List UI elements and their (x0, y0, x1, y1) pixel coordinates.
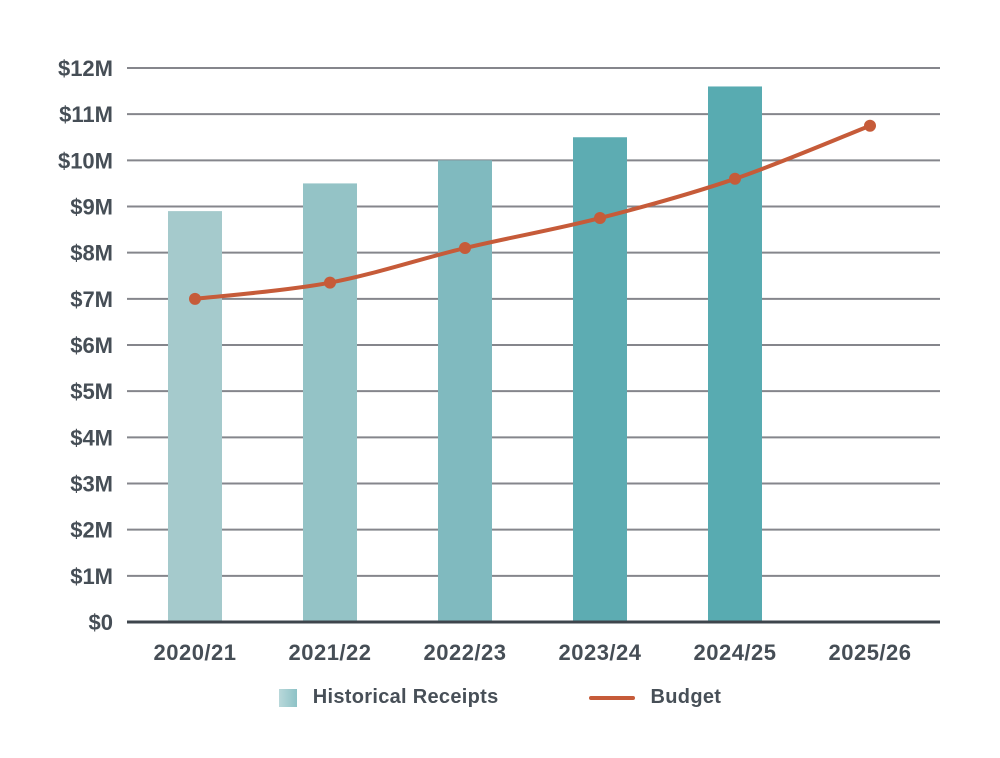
x-label-2024-25: 2024/25 (693, 640, 776, 665)
budget-point-2024-25[interactable] (729, 172, 741, 185)
bar-2021-22[interactable] (303, 183, 357, 622)
bar-2020-21[interactable] (168, 211, 222, 622)
y-tick--11m: $11M (59, 102, 113, 127)
bar-2023-24[interactable] (573, 137, 627, 623)
x-label-2022-23: 2022/23 (423, 640, 506, 665)
budget-point-2022-23[interactable] (459, 242, 471, 255)
budget-point-2023-24[interactable] (594, 212, 606, 225)
y-tick--8m: $8M (70, 241, 113, 266)
y-tick--4m: $4M (70, 425, 113, 450)
x-label-2020-21: 2020/21 (153, 640, 236, 665)
legend-label-budget: Budget (650, 686, 722, 708)
budget-line-swatch-icon (588, 695, 635, 700)
x-label-2023-24: 2023/24 (558, 640, 641, 665)
y-tick--10m: $10M (58, 148, 113, 173)
budget-line (194, 123, 871, 301)
x-label-2021-22: 2021/22 (288, 640, 371, 665)
budget-point-2021-22[interactable] (324, 276, 336, 289)
legend-item-budget[interactable]: Budget (588, 686, 722, 709)
legend-label-historical-receipts: Historical Receipts (312, 686, 499, 708)
y-tick--7m: $7M (70, 287, 113, 312)
budget-point-2025-26[interactable] (864, 119, 876, 132)
x-label-2025-26: 2025/26 (828, 640, 911, 665)
bar-2022-23[interactable] (438, 160, 492, 622)
y-tick--3m: $3M (70, 471, 113, 496)
y-tick--0: $0 (89, 610, 113, 635)
budget-point-2020-21[interactable] (189, 292, 201, 305)
receipts-budget-chart: $0 $1M $2M $3M $4M $5M $6M $7M $8M $9M $10M $11M $12… (58, 56, 940, 665)
historical-receipts-swatch-icon (278, 688, 297, 707)
chart-legend: Historical Receipts Budget (0, 686, 1000, 709)
y-tick--6m: $6M (70, 333, 113, 358)
y-tick--1m: $1M (70, 564, 113, 589)
y-tick--5m: $5M (70, 379, 113, 404)
legend-item-historical-receipts[interactable]: Historical Receipts (278, 686, 499, 709)
y-tick--12m: $12M (58, 56, 113, 81)
y-tick--9m: $9M (70, 194, 113, 219)
bar-2024-25[interactable] (708, 86, 762, 622)
y-tick--2m: $2M (70, 518, 113, 543)
